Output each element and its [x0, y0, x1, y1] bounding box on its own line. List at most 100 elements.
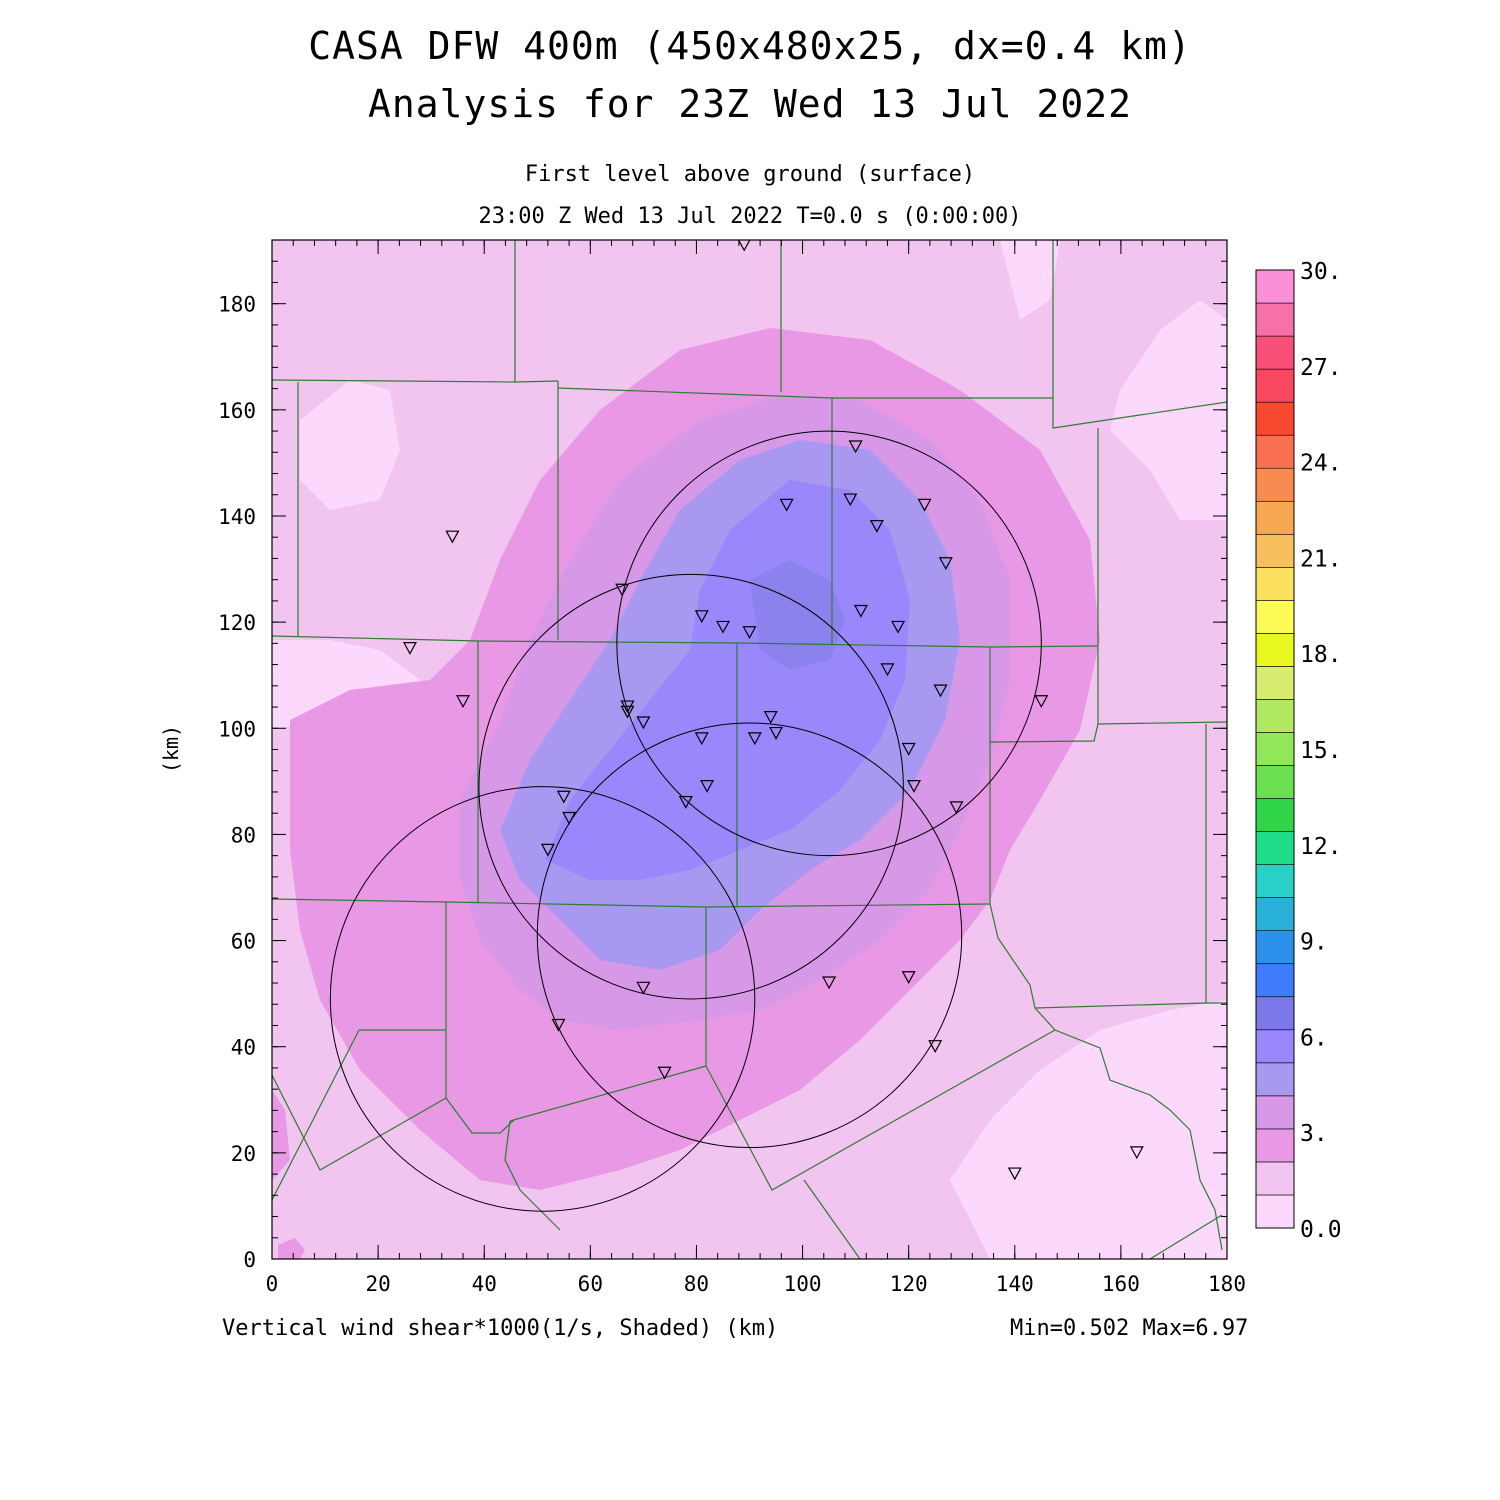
station-marker	[901, 742, 916, 756]
x-tick-label: 80	[684, 1272, 709, 1296]
station-marker	[694, 732, 709, 746]
colorbar-swatch	[1255, 699, 1295, 733]
colorbar-swatch	[1255, 500, 1295, 535]
colorbar-swatch	[1255, 996, 1295, 1031]
station-marker	[853, 604, 868, 618]
x-tick-label: 0	[266, 1272, 279, 1296]
colorbar: 0.0 3. 6. 9. 12. 15. 18. 21. 24. 27. 30.	[1255, 259, 1342, 1243]
subtitle-line-2: 23:00 Z Wed 13 Jul 2022 T=0.0 s (0:00:00…	[478, 204, 1022, 229]
x-tick-label: 60	[578, 1272, 603, 1296]
y-tick-label: 100	[218, 717, 256, 741]
colorbar-swatch	[1255, 897, 1295, 931]
x-tick-label: 100	[784, 1272, 822, 1296]
colorbar-swatch	[1255, 765, 1295, 799]
colorbar-label: 18.	[1300, 642, 1342, 668]
y-tick-label: 20	[231, 1142, 256, 1166]
colorbar-swatch	[1255, 732, 1295, 766]
station-marker	[700, 780, 715, 793]
station-marker	[763, 711, 778, 724]
x-tick-label: 140	[996, 1272, 1034, 1296]
station-marker	[562, 811, 577, 825]
station-marker	[1034, 695, 1049, 708]
colorbar-swatch	[1255, 467, 1295, 502]
x-tick-label: 40	[472, 1272, 497, 1296]
colorbar-label: 15.	[1300, 738, 1342, 764]
x-tick-label: 180	[1208, 1272, 1246, 1296]
station-marker	[455, 695, 471, 708]
station-marker	[869, 519, 884, 533]
colorbar-swatch	[1255, 1095, 1295, 1130]
radar-range-ring	[478, 573, 904, 1000]
station-marker	[636, 981, 651, 995]
station-marker	[742, 626, 757, 639]
colorbar-label: 27.	[1300, 355, 1342, 381]
station-marker	[540, 843, 555, 857]
x-tick-label: 160	[1102, 1272, 1140, 1296]
station-marker	[822, 976, 837, 990]
colorbar-label: 3.	[1300, 1121, 1328, 1147]
y-tick-label: 40	[231, 1036, 256, 1060]
station-marker	[445, 530, 460, 544]
y-tick-label: 120	[218, 611, 256, 635]
radar-range-rings	[329, 430, 1042, 1212]
station-marker	[402, 642, 417, 655]
county-boundaries	[272, 240, 1227, 1259]
station-markers	[402, 240, 1144, 1181]
y-tick-label: 140	[218, 505, 256, 529]
colorbar-swatch	[1255, 567, 1295, 601]
colorbar-swatch	[1255, 633, 1295, 667]
axes: 0 20 40 60 80 100 120 140 160 180 0 20 40 60 80 100 120 1…	[218, 239, 1246, 1296]
station-marker	[636, 716, 651, 730]
station-marker	[848, 440, 863, 454]
y-tick-label: 160	[218, 399, 256, 423]
colorbar-swatch	[1255, 302, 1295, 337]
subtitle-line-1: First level above ground (surface)	[524, 162, 976, 187]
colorbar-frame	[1255, 269, 1295, 1229]
footer-variable-label: Vertical wind shear*1000(1/s, Shaded) (k…	[222, 1316, 779, 1341]
radar-range-ring	[536, 722, 963, 1149]
station-marker	[880, 663, 895, 677]
station-marker	[551, 1018, 566, 1032]
colorbar-swatch	[1255, 434, 1295, 469]
station-marker	[917, 498, 932, 512]
title-line-1: CASA DFW 400m (450x480x25, dx=0.4 km)	[308, 24, 1192, 68]
colorbar-swatch	[1255, 864, 1295, 898]
station-marker	[715, 620, 730, 634]
colorbar-swatch	[1255, 269, 1295, 304]
colorbar-swatch	[1255, 401, 1295, 436]
station-marker	[938, 557, 953, 570]
colorbar-label: 6.	[1300, 1025, 1328, 1051]
colorbar-swatch	[1255, 930, 1295, 965]
radar-range-ring	[329, 786, 756, 1212]
colorbar-swatch	[1255, 1128, 1295, 1163]
station-marker	[678, 795, 693, 809]
station-marker	[928, 1040, 943, 1053]
x-tick-label: 20	[365, 1272, 390, 1296]
colorbar-swatch	[1255, 666, 1295, 700]
colorbar-swatch	[1255, 1062, 1295, 1097]
colorbar-swatch	[1255, 963, 1295, 998]
colorbar-label: 0.0	[1300, 1217, 1342, 1243]
station-marker	[1129, 1146, 1144, 1160]
colorbar-swatch	[1255, 335, 1295, 370]
colorbar-swatch	[1255, 1161, 1295, 1196]
station-marker	[620, 705, 635, 719]
colorbar-label: 9.	[1300, 930, 1328, 956]
colorbar-label: 24.	[1300, 451, 1342, 477]
station-marker	[556, 790, 571, 804]
colorbar-swatch	[1255, 368, 1295, 403]
station-marker	[737, 240, 751, 252]
colorbar-label: 30.	[1300, 259, 1342, 285]
station-marker	[906, 780, 921, 793]
station-marker	[694, 610, 709, 624]
title-line-2: Analysis for 23Z Wed 13 Jul 2022	[367, 82, 1133, 126]
y-tick-label: 0	[243, 1248, 256, 1272]
colorbar-swatch	[1255, 798, 1295, 832]
colorbar-label: 21.	[1300, 546, 1342, 572]
x-tick-label: 120	[890, 1272, 928, 1296]
radar-range-ring	[616, 430, 1042, 857]
colorbar-swatch	[1255, 600, 1295, 634]
station-marker	[843, 493, 858, 507]
y-tick-label: 80	[231, 823, 256, 847]
station-marker	[933, 684, 948, 698]
